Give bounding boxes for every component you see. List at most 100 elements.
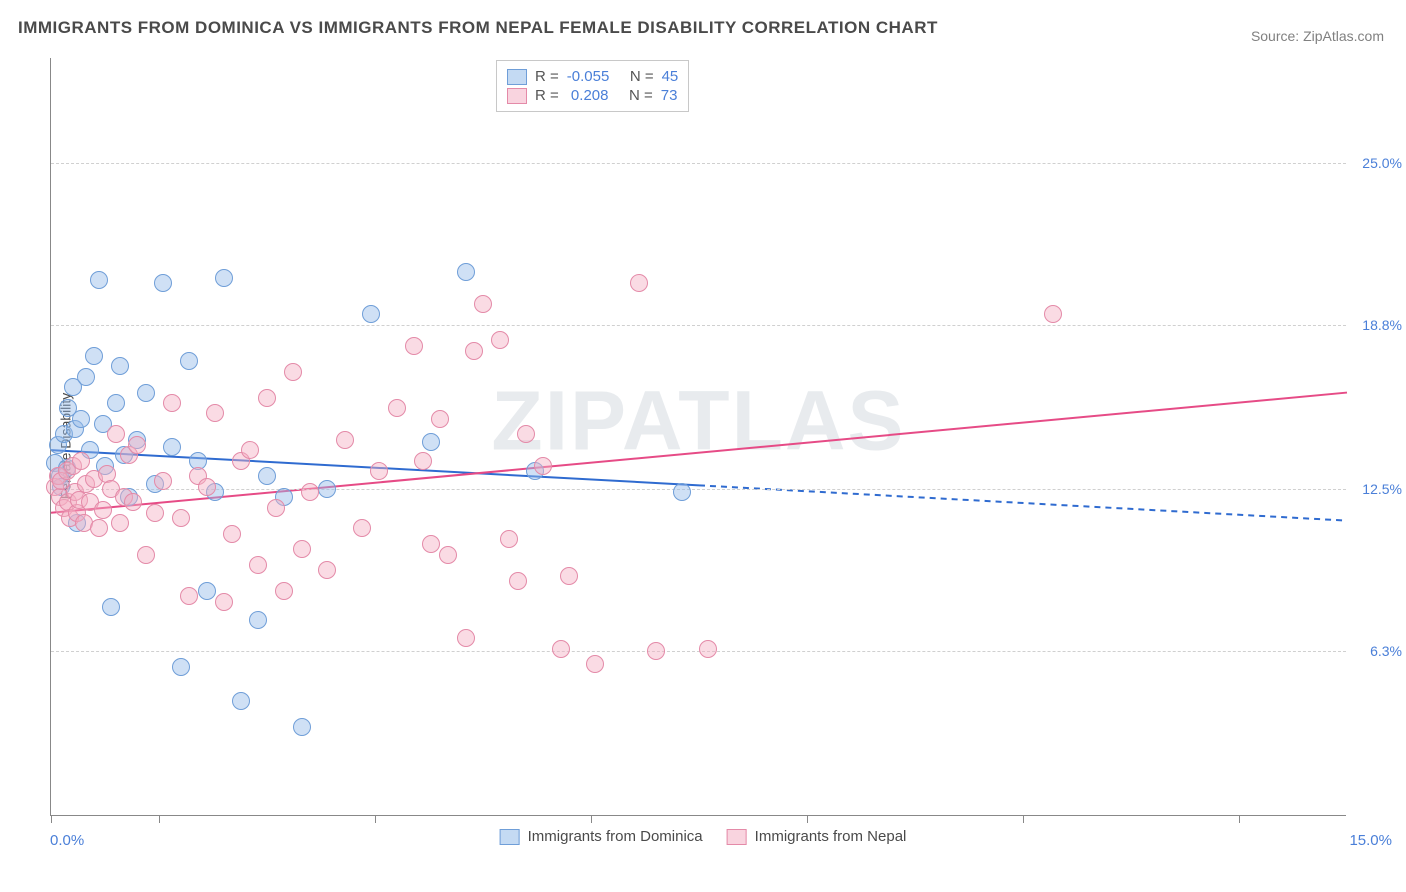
scatter-point xyxy=(647,642,665,660)
scatter-point xyxy=(102,598,120,616)
scatter-point xyxy=(72,410,90,428)
scatter-point xyxy=(258,467,276,485)
scatter-point xyxy=(90,519,108,537)
scatter-point xyxy=(267,499,285,517)
legend-r-label: R = xyxy=(535,68,559,85)
scatter-point xyxy=(388,399,406,417)
scatter-point xyxy=(457,629,475,647)
scatter-point xyxy=(293,718,311,736)
x-tick-mark xyxy=(51,815,52,823)
legend-n-label: N = xyxy=(617,68,653,85)
x-tick-mark xyxy=(591,815,592,823)
gridline xyxy=(51,163,1346,164)
x-tick-mark xyxy=(807,815,808,823)
legend-swatch xyxy=(500,829,520,845)
legend-n-value: 45 xyxy=(662,68,679,85)
trend-line-dashed xyxy=(699,485,1347,520)
scatter-point xyxy=(491,331,509,349)
x-tick-mark xyxy=(1023,815,1024,823)
scatter-point xyxy=(318,480,336,498)
legend-label: Immigrants from Dominica xyxy=(528,828,703,845)
x-axis-max-label: 15.0% xyxy=(1349,832,1392,849)
scatter-point xyxy=(301,483,319,501)
scatter-point xyxy=(124,493,142,511)
legend-label: Immigrants from Nepal xyxy=(755,828,907,845)
scatter-point xyxy=(353,519,371,537)
scatter-point xyxy=(180,587,198,605)
scatter-point xyxy=(90,271,108,289)
scatter-point xyxy=(172,658,190,676)
legend-row: R = -0.055 N = 45 xyxy=(507,67,678,86)
scatter-point xyxy=(284,363,302,381)
scatter-point xyxy=(362,305,380,323)
scatter-point xyxy=(198,478,216,496)
scatter-point xyxy=(163,438,181,456)
scatter-point xyxy=(318,561,336,579)
scatter-point xyxy=(370,462,388,480)
scatter-point xyxy=(457,263,475,281)
scatter-point xyxy=(72,452,90,470)
gridline xyxy=(51,489,1346,490)
legend-n-label: N = xyxy=(616,87,652,104)
chart-title: IMMIGRANTS FROM DOMINICA VS IMMIGRANTS F… xyxy=(18,18,938,38)
scatter-point xyxy=(137,384,155,402)
y-tick-label: 12.5% xyxy=(1352,481,1402,497)
legend-r-value: 0.208 xyxy=(567,87,609,104)
legend-swatch xyxy=(727,829,747,845)
scatter-point xyxy=(249,611,267,629)
legend-r-label: R = xyxy=(535,87,559,104)
scatter-point xyxy=(1044,305,1062,323)
scatter-point xyxy=(422,535,440,553)
scatter-point xyxy=(215,269,233,287)
scatter-point xyxy=(560,567,578,585)
x-tick-mark xyxy=(159,815,160,823)
scatter-point xyxy=(275,582,293,600)
scatter-point xyxy=(111,514,129,532)
scatter-point xyxy=(414,452,432,470)
scatter-point xyxy=(215,593,233,611)
scatter-point xyxy=(107,394,125,412)
scatter-point xyxy=(534,457,552,475)
correlation-legend: R = -0.055 N = 45 R = 0.208 N = 73 xyxy=(496,60,689,112)
y-tick-label: 18.8% xyxy=(1352,317,1402,333)
legend-n-value: 73 xyxy=(661,87,678,104)
scatter-point xyxy=(431,410,449,428)
scatter-point xyxy=(500,530,518,548)
scatter-point xyxy=(94,501,112,519)
scatter-point xyxy=(552,640,570,658)
scatter-point xyxy=(232,692,250,710)
scatter-point xyxy=(699,640,717,658)
scatter-point xyxy=(163,394,181,412)
scatter-point xyxy=(154,274,172,292)
scatter-point xyxy=(137,546,155,564)
scatter-point xyxy=(223,525,241,543)
scatter-point xyxy=(107,425,125,443)
scatter-point xyxy=(439,546,457,564)
scatter-point xyxy=(630,274,648,292)
scatter-point xyxy=(336,431,354,449)
scatter-point xyxy=(405,337,423,355)
scatter-point xyxy=(198,582,216,600)
scatter-point xyxy=(146,504,164,522)
scatter-point xyxy=(474,295,492,313)
legend-swatch xyxy=(507,69,527,85)
scatter-point xyxy=(77,368,95,386)
scatter-point xyxy=(422,433,440,451)
scatter-point xyxy=(85,347,103,365)
scatter-point xyxy=(241,441,259,459)
scatter-point xyxy=(172,509,190,527)
scatter-point xyxy=(111,357,129,375)
scatter-point xyxy=(154,472,172,490)
y-tick-label: 25.0% xyxy=(1352,155,1402,171)
legend-r-value: -0.055 xyxy=(567,68,610,85)
scatter-point xyxy=(249,556,267,574)
x-tick-mark xyxy=(375,815,376,823)
gridline xyxy=(51,325,1346,326)
scatter-point xyxy=(465,342,483,360)
legend-item: Immigrants from Dominica xyxy=(500,828,703,845)
legend-row: R = 0.208 N = 73 xyxy=(507,86,678,105)
scatter-point xyxy=(206,404,224,422)
source-label: Source: ZipAtlas.com xyxy=(1251,28,1384,44)
scatter-point xyxy=(586,655,604,673)
x-tick-mark xyxy=(1239,815,1240,823)
